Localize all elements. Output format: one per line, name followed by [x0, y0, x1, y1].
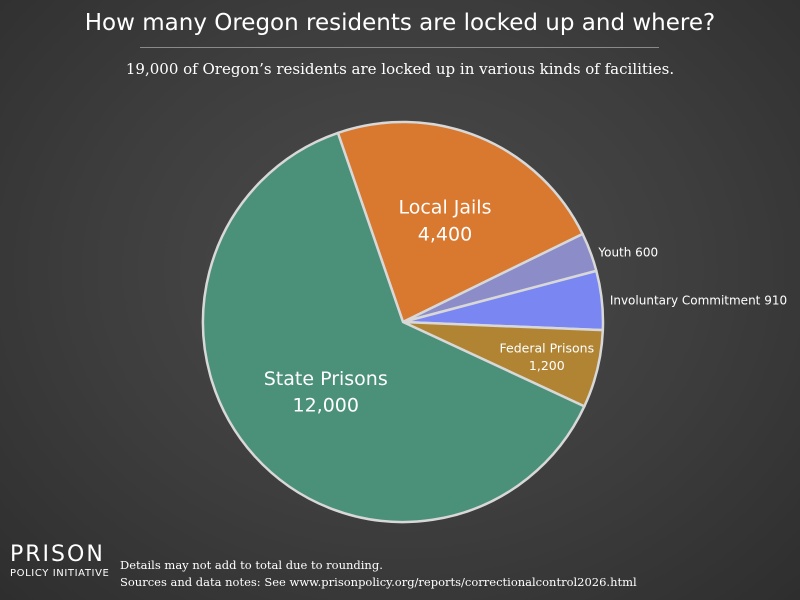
slice-label-youth: Youth 600: [597, 245, 658, 259]
footer-note-sources: Sources and data notes: See www.prisonpo…: [120, 575, 637, 589]
slice-value-local-jails: 4,400: [418, 223, 472, 245]
chart-title: How many Oregon residents are locked up …: [84, 10, 716, 36]
footer-notes: Details may not add to total due to roun…: [120, 557, 637, 591]
logo-wordmark-prison: PRISON: [10, 542, 105, 567]
slice-value-federal-prisons: 1,200: [529, 358, 565, 373]
pie-slice-local-jails: [336, 120, 584, 324]
pie-slice-state-prisons: [201, 131, 586, 524]
title-divider: [140, 47, 659, 48]
slice-label-involuntary-commitment: Involuntary Commitment 910: [610, 293, 787, 307]
prison-policy-initiative-logo: PRISON POLICY INITIATIVE: [10, 543, 109, 581]
footer-note-rounding: Details may not add to total due to roun…: [120, 558, 383, 572]
logo-wordmark-policy-initiative: POLICY INITIATIVE: [10, 568, 110, 579]
slice-value-state-prisons: 12,000: [293, 395, 359, 417]
slice-label-federal-prisons: Federal Prisons: [500, 341, 595, 356]
slice-label-state-prisons: State Prisons: [264, 368, 388, 390]
slice-label-local-jails: Local Jails: [398, 197, 491, 219]
chart-subtitle: 19,000 of Oregon’s residents are locked …: [125, 60, 675, 78]
